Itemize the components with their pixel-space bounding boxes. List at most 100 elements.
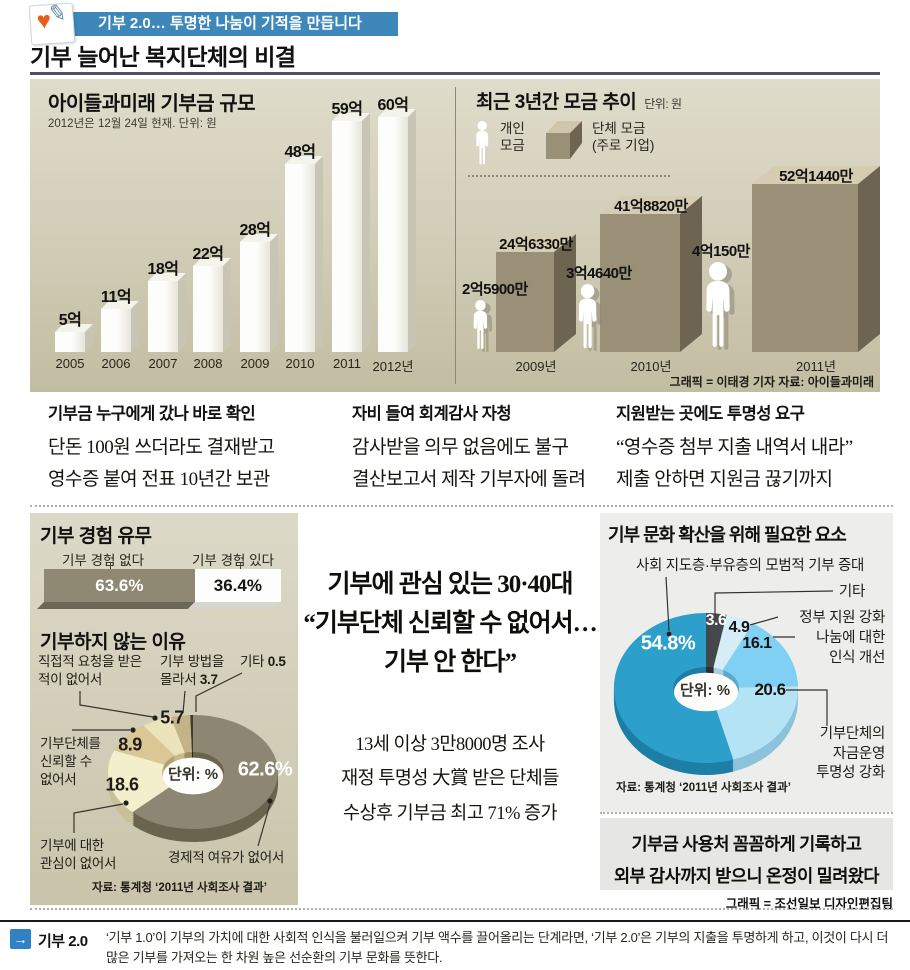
footer-term: 기부 2.0	[38, 933, 88, 950]
arrow-right-icon: →	[10, 929, 31, 949]
panel-divider	[455, 87, 456, 384]
bars-area: 5억 2005 11억 2006 18억 2007 22억 2008 28억 2009 48억 201…	[30, 79, 455, 392]
title-rule	[30, 72, 880, 75]
donation-culture-panel: 기부 문화 확산을 위해 필요한 요소 3.6 4.9 16.1 20.6 54.8% …	[600, 513, 893, 812]
donation-experience-panel: 기부 경험 유무 기부 경험 없다 기부 경험 있다 63.6% 36.4% 기…	[30, 513, 298, 905]
slice-value-label: 16.1	[742, 635, 772, 652]
pie-unit-label: 단위: %	[679, 682, 731, 699]
quote-sub-line: 13세 이상 3만8000명 조사	[355, 735, 545, 756]
bar-value-label: 59억	[331, 101, 363, 118]
quote-sub-line: 재정 투명성 大賞 받은 단체들	[341, 769, 559, 790]
callout-no-interest: 기부에 대한 관심이 없어서	[40, 838, 117, 871]
slice-4	[170, 715, 192, 753]
donation-scale-chart: 아이들과미래 기부금 규모 2012년은 12월 24일 현재. 단위: 원 5…	[30, 79, 455, 392]
slice-value-label: 18.6	[105, 774, 139, 795]
slice-1	[713, 614, 753, 670]
experience-no-label: 기부 경험 없다	[62, 553, 145, 568]
chart-title: 최근 3년간 모금 추이	[476, 92, 637, 113]
slice-2	[114, 725, 175, 765]
quote-line: 기부 안 한다”	[383, 648, 517, 676]
pull-quote: 기부에 관심 있는 30·40대 “기부단체 신뢰할 수 없어서… 기부 안 한…	[300, 566, 600, 831]
bullet-column-2: 자비 들여 회계감사 자청 감사받을 의무 없음에도 불구 결산보고서 제작 기…	[352, 400, 632, 497]
bullet-column-1: 기부금 누구에게 갔나 바로 확인 단돈 100원 쓰더라도 결재받고 영수증 …	[48, 400, 328, 497]
tick-mark	[110, 563, 111, 569]
legend-box-label: 단체 모금 (주로 기업)	[592, 121, 655, 153]
slice-value-label: 5.7	[160, 707, 184, 728]
segment-value: 63.6%	[95, 575, 144, 595]
bullet-heading: 기부금 누구에게 갔나 바로 확인	[48, 405, 256, 423]
tick-mark	[240, 563, 241, 569]
chart-title: 아이들과미래 기부금 규모	[48, 93, 256, 115]
slice-0	[132, 715, 278, 829]
experience-no-segment: 63.6%	[44, 569, 195, 602]
series-badge-label: 기부 2.0… 투명한 나눔이 기적을 만듭니다	[98, 15, 362, 32]
donut-unit-label: 단위: %	[167, 766, 219, 783]
callout-etc: 기타	[838, 584, 865, 600]
callout-no-request: 직접적 요청을 받은 적이 없어서	[38, 654, 142, 687]
bar-year-label: 2006	[101, 356, 131, 371]
donut-value-labels: 62.6% 18.6 8.9 5.7	[30, 513, 298, 905]
org-amount-label: 41억8820만	[614, 198, 688, 215]
top-charts-panel: 아이들과미래 기부금 규모 2012년은 12월 24일 현재. 단위: 원 5…	[30, 79, 880, 392]
reasons-donut-chart	[108, 714, 278, 842]
slice-4	[613, 613, 734, 763]
bar-year-label: 2012년	[372, 359, 414, 374]
bar-value-label: 60억	[377, 97, 409, 114]
panel-divider-dotted	[600, 812, 893, 814]
callout-gov-support: 정부 지원 강화	[799, 610, 885, 626]
callout-role-model: 사회 지도층·부유층의 모범적 기부 증대	[636, 558, 865, 574]
callout-dont-know-how: 기부 방법을 몰라서 3.7	[160, 654, 225, 687]
bar-2008	[193, 258, 231, 352]
slice-value-label: 3.6	[705, 612, 727, 629]
slice-5	[190, 714, 193, 752]
chart-credit: 그래픽 = 이태경 기자 자료: 아이들과미래	[669, 375, 874, 389]
org-amount-label: 52억1440만	[779, 168, 853, 185]
bottom-divider	[30, 908, 893, 910]
bullet-line: 결산보고서 제작 기부자에 돌려	[352, 469, 586, 491]
bar-2005	[55, 324, 93, 352]
bar-value-label: 5억	[58, 312, 82, 329]
pie-value-labels: 3.6 4.9 16.1 20.6 54.8%	[600, 513, 893, 812]
bullet-line: 제출 안하면 지원금 끊기까지	[616, 469, 833, 491]
summary-note-box: 기부금 사용처 꼼꼼하게 기록하고 외부 감사까지 받으니 온정이 밀려왔다	[600, 818, 893, 890]
bar-year-label: 2009	[240, 356, 270, 371]
note-line: 기부금 사용처 꼼꼼하게 기록하고	[631, 834, 862, 854]
quote-sub-line: 수상후 기부금 최고 71% 증가	[342, 803, 558, 824]
footer-rule	[0, 920, 910, 922]
experience-yes-segment: 36.4%	[194, 569, 281, 602]
trend-graphic	[473, 166, 880, 353]
slice-3	[143, 717, 185, 756]
bar-2010	[285, 156, 323, 352]
callout-lines	[665, 576, 834, 726]
year-label: 2010년	[630, 359, 672, 374]
year-label: 2009년	[515, 359, 557, 374]
bar-value-label: 28억	[239, 222, 271, 239]
bullet-line: “영수증 첨부 지출 내역서 내라”	[616, 437, 853, 458]
bullet-line: 단돈 100원 쓰더라도 결재받고	[48, 437, 275, 458]
bar-2007	[148, 273, 186, 352]
note-line: 외부 감사까지 받으니 온정이 밀려왔다	[613, 866, 880, 887]
chart-title: 기부 문화 확산을 위해 필요한 요소	[608, 525, 847, 545]
bar-year-label: 2007	[148, 356, 178, 371]
bar-2009	[240, 234, 278, 352]
experience-yes-label: 기부 경험 있다	[192, 553, 275, 568]
legend-person-label: 개인 모금	[500, 121, 525, 153]
page-title: 기부 늘어난 복지단체의 비결	[30, 44, 296, 70]
bullet-heading: 지원받는 곳에도 투명성 요구	[616, 405, 805, 423]
section-divider	[30, 505, 893, 507]
bar-year-label: 2011	[333, 356, 361, 371]
unit-label: 단위: 원	[644, 97, 682, 111]
chart-source: 자료: 통계청 ‘2011년 사회조사 결과’	[616, 782, 791, 794]
quote-line: “기부단체 신뢰할 수 없어서…	[303, 609, 597, 637]
personal-amount-label: 3억4640만	[566, 265, 632, 282]
callout-awareness: 나눔에 대한 인식 개선	[816, 630, 885, 666]
bullet-column-3: 지원받는 곳에도 투명성 요구 “영수증 첨부 지출 내역서 내라” 제출 안하…	[616, 400, 896, 497]
bar-2011	[332, 113, 370, 352]
slice-value-label: 8.9	[118, 734, 142, 755]
legend-divider	[468, 175, 670, 177]
pencil-icon: ✎	[46, 0, 69, 27]
org-amount-label: 24억6330만	[499, 236, 573, 253]
bar-year-label: 2010	[285, 356, 315, 371]
segment-value: 36.4%	[213, 575, 262, 595]
bar-value-label: 22억	[192, 246, 224, 263]
